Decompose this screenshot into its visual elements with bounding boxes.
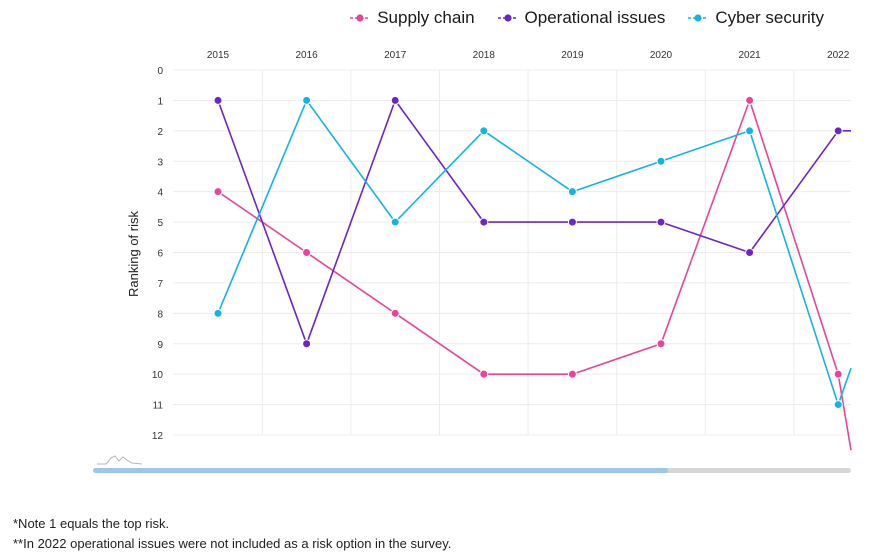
- x-tick-label-2021: 2021: [738, 50, 761, 61]
- y-tick-label-6: 6: [157, 249, 163, 260]
- y-tick-label-4: 4: [157, 188, 163, 199]
- x-tick-label-2019: 2019: [561, 50, 584, 61]
- data-point-supply-chain-2018[interactable]: [479, 369, 489, 379]
- footnotes: *Note 1 equals the top risk. **In 2022 o…: [13, 514, 451, 554]
- legend-item-cyber-security[interactable]: Cyber security: [687, 8, 824, 28]
- data-point-cyber-security-2021[interactable]: [745, 126, 755, 136]
- y-tick-label-3: 3: [157, 157, 163, 168]
- data-point-supply-chain-2016[interactable]: [302, 248, 312, 257]
- data-point-supply-chain-2019[interactable]: [567, 369, 577, 379]
- legend: Supply chain Operational issues Cyber se…: [349, 8, 824, 28]
- legend-label-supply-chain: Supply chain: [377, 8, 475, 27]
- y-tick-label-5: 5: [157, 218, 163, 229]
- data-point-operational-issues-2016[interactable]: [302, 339, 312, 349]
- y-tick-label-7: 7: [157, 279, 163, 290]
- data-point-supply-chain-2022[interactable]: [833, 369, 843, 379]
- data-point-cyber-security-2019[interactable]: [567, 187, 577, 197]
- data-point-cyber-security-2018[interactable]: [479, 126, 489, 136]
- data-point-cyber-security-2022[interactable]: [833, 400, 843, 410]
- legend-label-operational-issues: Operational issues: [524, 8, 666, 27]
- data-point-cyber-security-2016[interactable]: [302, 95, 312, 105]
- data-point-cyber-security-2017[interactable]: [390, 217, 400, 227]
- y-tick-label-2: 2: [157, 127, 163, 138]
- y-tick-label-8: 8: [157, 309, 163, 320]
- y-tick-label-1: 1: [157, 96, 163, 107]
- data-point-operational-issues-2018[interactable]: [479, 217, 489, 227]
- data-point-operational-issues-2019[interactable]: [567, 217, 577, 227]
- data-point-supply-chain-2021[interactable]: [745, 95, 755, 105]
- x-tick-label-2017: 2017: [384, 50, 407, 61]
- data-point-operational-issues-2021[interactable]: [745, 248, 755, 257]
- footnote-2: **In 2022 operational issues were not in…: [13, 536, 452, 551]
- x-tick-label-2022: 2022: [827, 50, 850, 61]
- data-point-cyber-security-2015[interactable]: [213, 308, 223, 318]
- data-point-operational-issues-2022[interactable]: [833, 126, 843, 136]
- footnote-1: *Note 1 equals the top risk.: [13, 516, 170, 531]
- data-point-operational-issues-2015[interactable]: [213, 95, 223, 105]
- y-tick-label-11: 11: [153, 401, 164, 412]
- x-tick-label-2018: 2018: [473, 50, 496, 61]
- legend-item-supply-chain[interactable]: Supply chain: [349, 8, 475, 28]
- data-point-cyber-security-2020[interactable]: [656, 156, 666, 166]
- legend-label-cyber-security: Cyber security: [715, 8, 824, 27]
- data-point-supply-chain-2015[interactable]: [213, 187, 223, 197]
- y-tick-label-9: 9: [157, 340, 163, 351]
- x-tick-label-2020: 2020: [650, 50, 673, 61]
- x-axis: 2015 2016 2017 2018 2019 2020 2021 2022: [207, 50, 850, 61]
- legend-marker-operational-issues: [497, 14, 518, 22]
- navigator-sparkline-icon: [97, 455, 143, 465]
- y-axis-label: Ranking of risk: [126, 211, 141, 297]
- data-point-operational-issues-2017[interactable]: [390, 95, 400, 105]
- legend-marker-cyber-security: [688, 14, 709, 22]
- x-tick-label-2015: 2015: [207, 50, 230, 61]
- data-point-supply-chain-2020[interactable]: [656, 339, 666, 349]
- legend-marker-supply-chain: [350, 14, 371, 22]
- x-tick-label-2016: 2016: [295, 50, 318, 61]
- y-tick-label-0: 0: [157, 66, 163, 77]
- data-point-supply-chain-2017[interactable]: [390, 308, 400, 318]
- navigator-scrollbar-thumb[interactable]: [93, 468, 668, 473]
- legend-item-operational-issues[interactable]: Operational issues: [497, 8, 666, 28]
- chart-series: [213, 95, 852, 451]
- y-tick-label-10: 10: [152, 370, 164, 381]
- y-tick-label-12: 12: [152, 431, 164, 442]
- data-point-operational-issues-2020[interactable]: [656, 217, 666, 227]
